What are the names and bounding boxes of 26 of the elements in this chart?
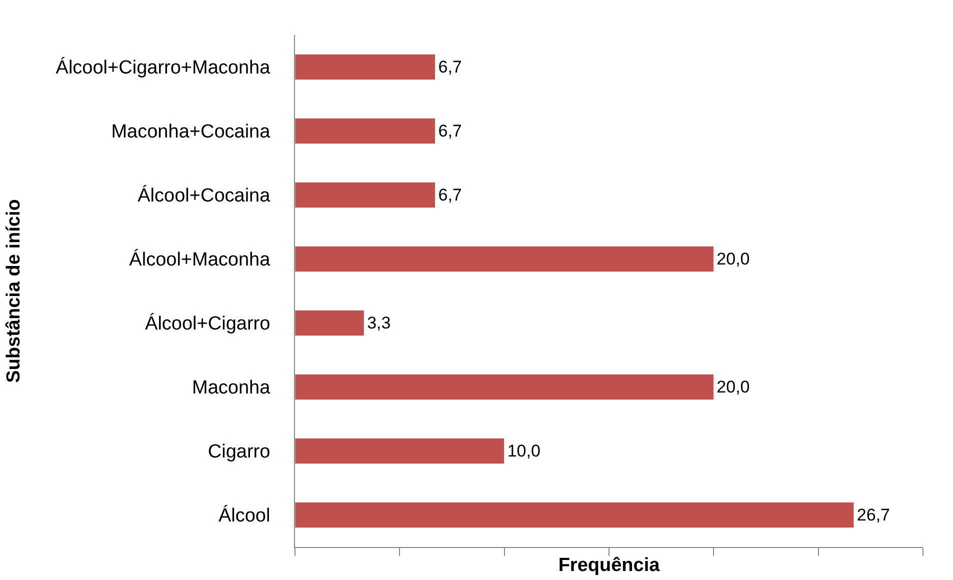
- bar: [295, 246, 714, 272]
- bar: [295, 502, 854, 528]
- bar: [295, 182, 436, 208]
- bar: [295, 438, 505, 464]
- y-tick-label: Álcool: [218, 504, 270, 527]
- bar: [295, 54, 436, 80]
- data-label: 6,7: [438, 122, 462, 140]
- y-tick-label: Maconha: [192, 378, 271, 399]
- y-axis-title: Substância de início: [4, 199, 25, 383]
- y-tick-label: Álcool+Cigarro: [145, 312, 270, 335]
- y-tick-label: Álcool+Cigarro+Maconha: [56, 56, 271, 79]
- y-tick-label: Cigarro: [208, 442, 270, 463]
- data-label: 20,0: [716, 378, 750, 396]
- data-label: 10,0: [507, 442, 540, 460]
- x-axis-title: Frequência: [558, 555, 660, 576]
- y-tick-label: Maconha+Cocaina: [111, 122, 271, 143]
- data-label: 6,7: [438, 186, 462, 204]
- y-tick-label: Álcool+Cocaina: [138, 184, 271, 207]
- data-label: 20,0: [716, 250, 750, 268]
- bar: [295, 374, 714, 400]
- data-label: 6,7: [438, 58, 462, 76]
- y-tick-label: Álcool+Maconha: [129, 248, 271, 271]
- data-label: 3,3: [367, 314, 391, 332]
- bar: [295, 310, 364, 336]
- data-label: 26,7: [856, 506, 890, 524]
- bar: [295, 118, 436, 144]
